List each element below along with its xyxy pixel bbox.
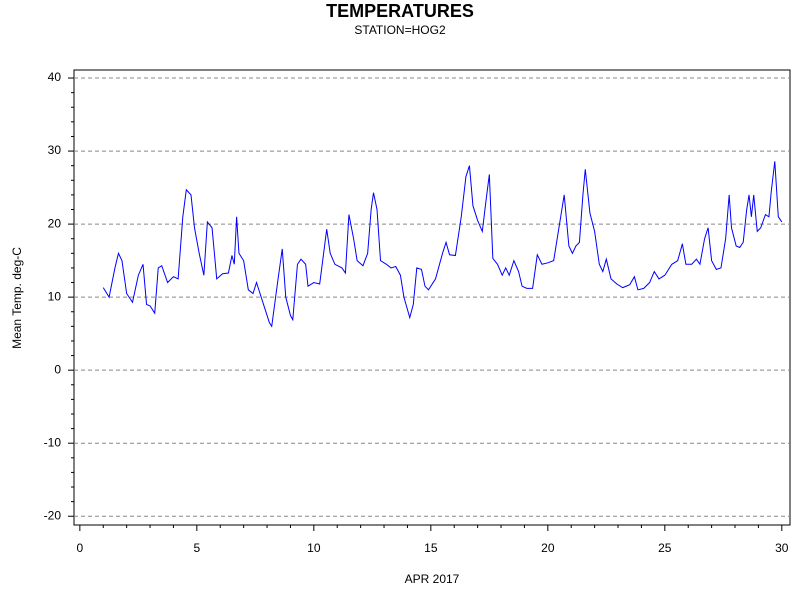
- y-tick-label: 20: [48, 216, 62, 230]
- chart-subtitle: STATION=HOG2: [354, 23, 446, 37]
- y-tick-label: 0: [54, 362, 61, 376]
- y-tick-label: 10: [48, 289, 62, 303]
- y-tick-label: 30: [48, 143, 62, 157]
- x-axis-label: APR 2017: [405, 572, 460, 586]
- x-tick-label: 15: [424, 541, 438, 555]
- x-tick-label: 20: [541, 541, 555, 555]
- x-tick-label: 30: [775, 541, 789, 555]
- x-tick-label: 5: [193, 541, 200, 555]
- y-axis-label: Mean Temp. deg-C: [10, 247, 24, 349]
- y-tick-label: 40: [48, 70, 62, 84]
- y-tick-label: -10: [44, 435, 62, 449]
- temperature-line: [102, 161, 783, 328]
- y-tick-label: -20: [44, 508, 62, 522]
- x-tick-label: 25: [658, 541, 672, 555]
- x-tick-label: 0: [77, 541, 84, 555]
- chart-title: TEMPERATURES: [326, 1, 474, 21]
- x-tick-label: 10: [307, 541, 321, 555]
